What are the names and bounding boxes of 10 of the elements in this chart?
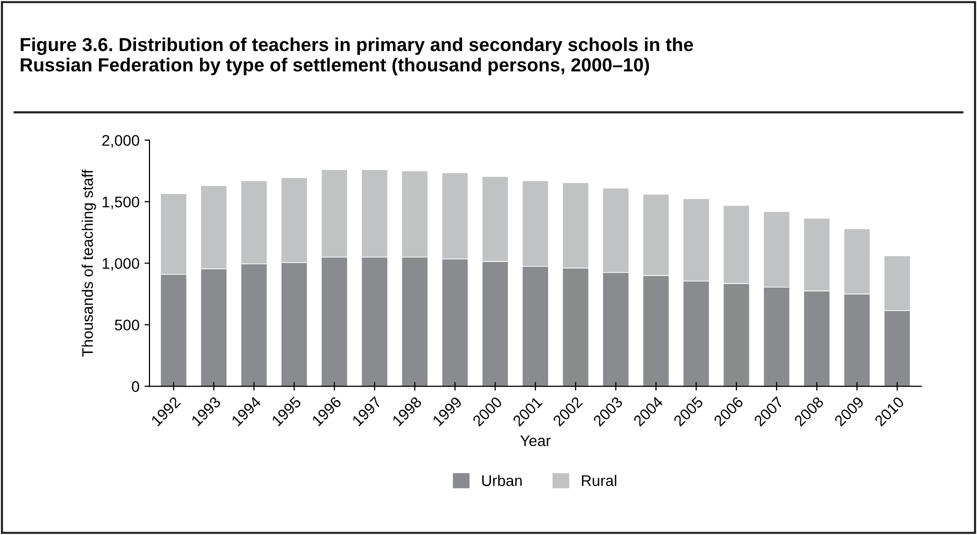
y-tick-label: 500 <box>114 320 140 330</box>
y-axis-title: Thousands of teaching staff <box>82 169 96 357</box>
y-tick-label: 2,000 <box>102 135 140 148</box>
legend-label: Urban <box>482 474 522 486</box>
chart-title: Figure 3.6. Distribution of teachers in primary and secondary schools in the Russian Federation by type of settlement (thousand persons, 2000–10) <box>20 37 694 76</box>
x-axis-title: Year <box>520 436 551 446</box>
legend-label: Rural <box>582 474 616 486</box>
y-tick-label: 1,000 <box>102 258 140 271</box>
y-tick-label: 1,500 <box>102 196 140 210</box>
y-tick-label: 0 <box>132 381 140 392</box>
